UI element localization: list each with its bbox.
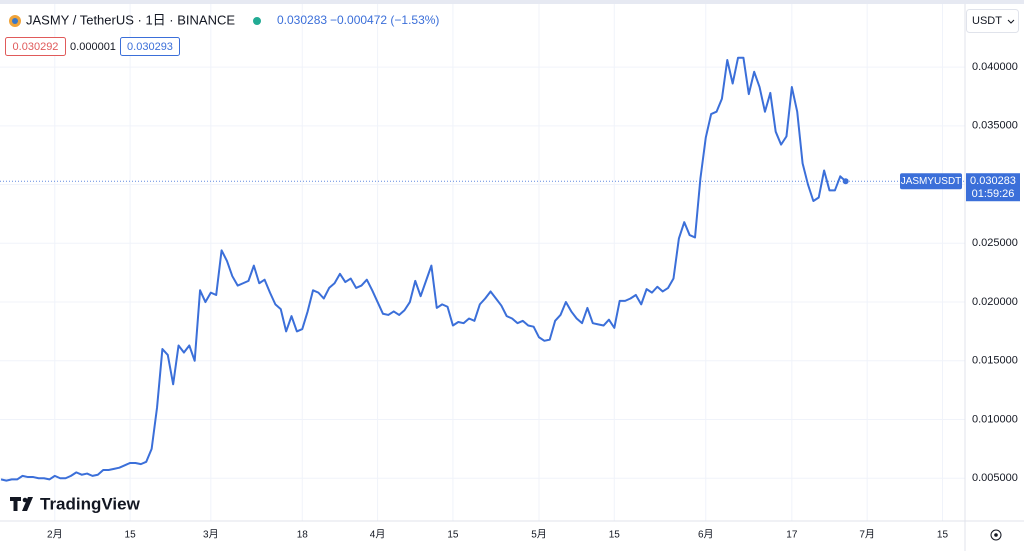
- brand-logo: TradingView: [10, 494, 141, 513]
- x-tick-label: 6月: [698, 529, 714, 541]
- price-change: −0.000472 (−1.53%): [330, 13, 439, 27]
- x-tick-label: 18: [297, 530, 309, 541]
- x-tick-label: 3月: [203, 529, 219, 541]
- symbol-tag-label: JASMYUSDT: [901, 176, 962, 187]
- x-tick-label: 5月: [531, 529, 547, 541]
- settings-icon-center: [994, 533, 998, 537]
- ask-price: 0.030293: [127, 41, 173, 53]
- y-tick-label: 0.035000: [972, 120, 1018, 132]
- x-tick-label: 2月: [47, 529, 63, 541]
- y-tick-label: 0.005000: [972, 472, 1018, 484]
- market-status: [253, 17, 261, 25]
- settings-icon[interactable]: [990, 529, 1002, 541]
- symbol-title: JASMY / TetherUS · 1日 · BINANCE: [26, 12, 235, 27]
- brand-icon-slash: [22, 497, 33, 511]
- currency-label: USDT: [972, 15, 1002, 27]
- y-tick-label: 0.015000: [972, 355, 1018, 367]
- symbol-tag: [900, 173, 962, 190]
- x-tick-label: 15: [125, 530, 137, 541]
- x-tick-label: 7月: [859, 529, 875, 541]
- y-tick-label: 0.025000: [972, 237, 1018, 249]
- last-point: [842, 178, 849, 185]
- y-tick-label: 0.020000: [972, 296, 1018, 308]
- price-tag: [966, 173, 1020, 202]
- x-tick-label: 15: [609, 530, 621, 541]
- x-tick-label: 15: [937, 530, 949, 541]
- spread: 0.000001: [70, 41, 116, 53]
- symbol-logo-inner: [12, 18, 18, 24]
- bid-box[interactable]: [5, 37, 66, 56]
- y-tick-label: 0.040000: [972, 61, 1018, 73]
- currency-select[interactable]: [966, 9, 1019, 33]
- grid: [0, 4, 965, 521]
- plot: [0, 56, 965, 482]
- x-tick-label: 4月: [370, 529, 386, 541]
- ask-box[interactable]: [120, 37, 180, 56]
- top-border: [0, 0, 1024, 4]
- price-tag-countdown: 01:59:26: [972, 188, 1015, 200]
- price-line: [0, 56, 847, 482]
- brand-name: TradingView: [40, 494, 141, 513]
- bid-price: 0.030292: [13, 41, 59, 53]
- x-tick-label: 17: [786, 530, 798, 541]
- dropdown-arrow: [1007, 19, 1015, 24]
- brand-icon-dot: [22, 497, 28, 503]
- last-price: 0.030283: [277, 13, 327, 27]
- price-tag-value: 0.030283: [970, 175, 1016, 187]
- brand-icon-t: [10, 497, 21, 511]
- y-tick-label: 0.010000: [972, 413, 1018, 425]
- x-tick-label: 15: [447, 530, 459, 541]
